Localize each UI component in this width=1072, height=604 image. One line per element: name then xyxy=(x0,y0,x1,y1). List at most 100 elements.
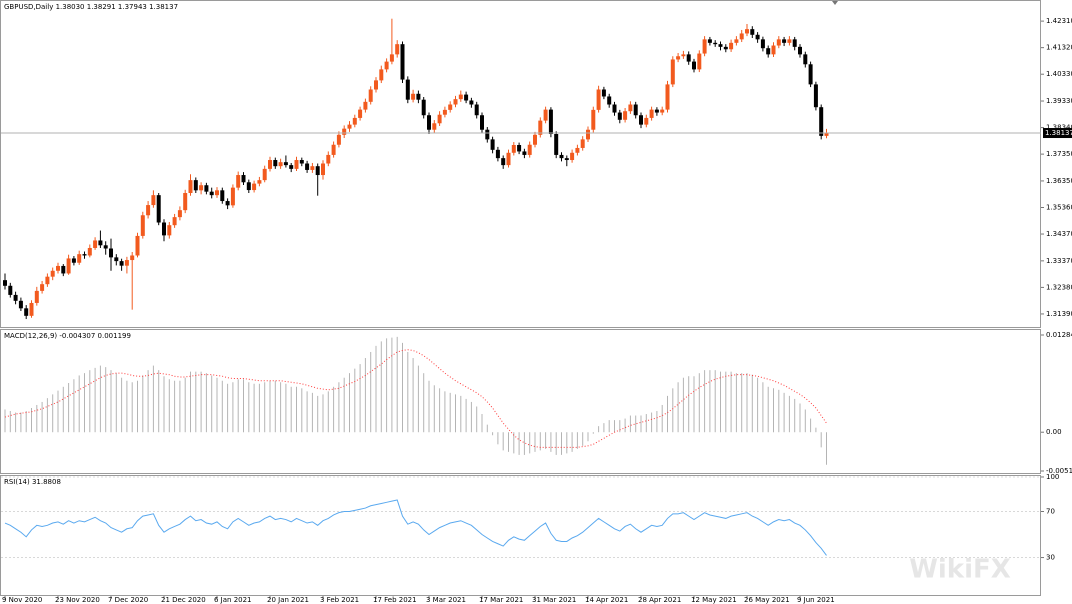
y-tick-label: 1.40330 xyxy=(1046,70,1072,78)
candle-body xyxy=(310,166,315,170)
candle-body xyxy=(109,248,113,258)
candle-body xyxy=(517,145,522,152)
candle-body xyxy=(554,134,559,155)
candle-body xyxy=(458,94,463,100)
candle-body xyxy=(82,254,87,256)
candle-body xyxy=(782,39,787,43)
candle-body xyxy=(395,44,400,55)
candle-body xyxy=(405,79,410,100)
candle-body xyxy=(172,217,177,226)
candle-body xyxy=(501,158,506,166)
candle-body xyxy=(156,195,161,223)
candle-body xyxy=(798,46,802,55)
candle-body xyxy=(745,29,749,34)
candle-body xyxy=(612,104,617,113)
x-tick-label: 7 Dec 2020 xyxy=(108,596,148,604)
candle-body xyxy=(511,145,516,153)
x-tick-label: 3 Feb 2021 xyxy=(320,596,359,604)
candle-body xyxy=(670,59,675,85)
candle-body xyxy=(411,93,416,100)
candle-body xyxy=(56,265,60,271)
candle-body xyxy=(760,39,765,49)
x-tick-label: 14 Apr 2021 xyxy=(585,596,628,604)
candle-body xyxy=(580,139,585,148)
candle-body xyxy=(283,162,288,166)
candle-body xyxy=(644,117,649,125)
candle-body xyxy=(352,117,357,125)
candle-body xyxy=(331,144,336,155)
candle-body xyxy=(225,201,230,206)
signal-line xyxy=(4,349,827,448)
y-tick-label: 1.36350 xyxy=(1046,177,1072,185)
candle-body xyxy=(305,163,310,170)
candle-body xyxy=(416,93,421,100)
candle-body xyxy=(278,162,283,167)
candle-body xyxy=(474,104,479,116)
candle-body xyxy=(617,112,622,120)
candle-body xyxy=(533,134,537,145)
candle-body xyxy=(199,185,204,191)
candle-body xyxy=(40,284,45,291)
candle-body xyxy=(639,115,643,125)
candle-body xyxy=(421,99,426,116)
y-tick-label: 1.42310 xyxy=(1046,17,1072,25)
candle-body xyxy=(268,160,272,169)
panel-title: MACD(12,26,9) -0.004307 0.001199 xyxy=(4,332,131,340)
candle-body xyxy=(707,39,712,43)
candle-body xyxy=(586,129,590,140)
candle-body xyxy=(177,210,182,218)
current-price-label: 1.38137 xyxy=(1045,129,1072,137)
candle-body xyxy=(803,54,808,65)
candle-body xyxy=(734,39,739,43)
candle-body xyxy=(649,109,654,118)
candle-body xyxy=(246,182,251,191)
candle-body xyxy=(448,104,453,110)
x-tick-label: 23 Nov 2020 xyxy=(55,596,100,604)
candle-body xyxy=(596,89,601,110)
y-tick-label: 100 xyxy=(1046,473,1059,481)
candle-body xyxy=(220,190,225,202)
candle-body xyxy=(490,139,495,150)
candle-body xyxy=(559,154,564,159)
macd-panel xyxy=(0,329,1041,474)
candle-body xyxy=(151,195,156,206)
candle-body xyxy=(739,33,744,40)
watermark: WikiFX xyxy=(909,555,1011,585)
candle-body xyxy=(808,64,813,85)
candle-body xyxy=(601,89,606,97)
candle-body xyxy=(766,48,771,55)
current-price-box xyxy=(1043,128,1072,139)
candle-body xyxy=(427,115,431,130)
candle-body xyxy=(374,80,378,90)
x-tick-label: 31 Mar 2021 xyxy=(532,596,576,604)
candle-body xyxy=(124,260,129,266)
candle-body xyxy=(77,254,82,263)
shift-marker xyxy=(832,1,838,5)
candle-body xyxy=(215,190,219,196)
candle-body xyxy=(485,129,490,140)
candle-body xyxy=(750,29,755,35)
candle-body xyxy=(453,99,458,105)
candle-body xyxy=(654,109,659,113)
candle-body xyxy=(342,128,347,135)
candle-body xyxy=(702,39,707,54)
candle-body xyxy=(692,61,696,70)
x-tick-label: 26 May 2021 xyxy=(744,596,790,604)
candle-body xyxy=(315,166,320,176)
candle-body xyxy=(723,46,728,50)
candle-body xyxy=(607,96,612,105)
candle-body xyxy=(66,258,71,274)
candle-body xyxy=(437,114,442,124)
x-tick-label: 9 Jun 2021 xyxy=(797,596,835,604)
candle-body xyxy=(167,225,172,236)
x-tick-label: 6 Jan 2021 xyxy=(214,596,252,604)
candle-body xyxy=(18,300,23,309)
candle-body xyxy=(347,124,352,129)
y-tick-label: 1.32380 xyxy=(1046,283,1072,291)
candle-body xyxy=(236,175,241,188)
candle-body xyxy=(718,44,723,47)
candle-body xyxy=(183,193,188,211)
candle-body xyxy=(660,109,665,113)
candle-body xyxy=(771,45,776,55)
candle-body xyxy=(363,101,368,110)
